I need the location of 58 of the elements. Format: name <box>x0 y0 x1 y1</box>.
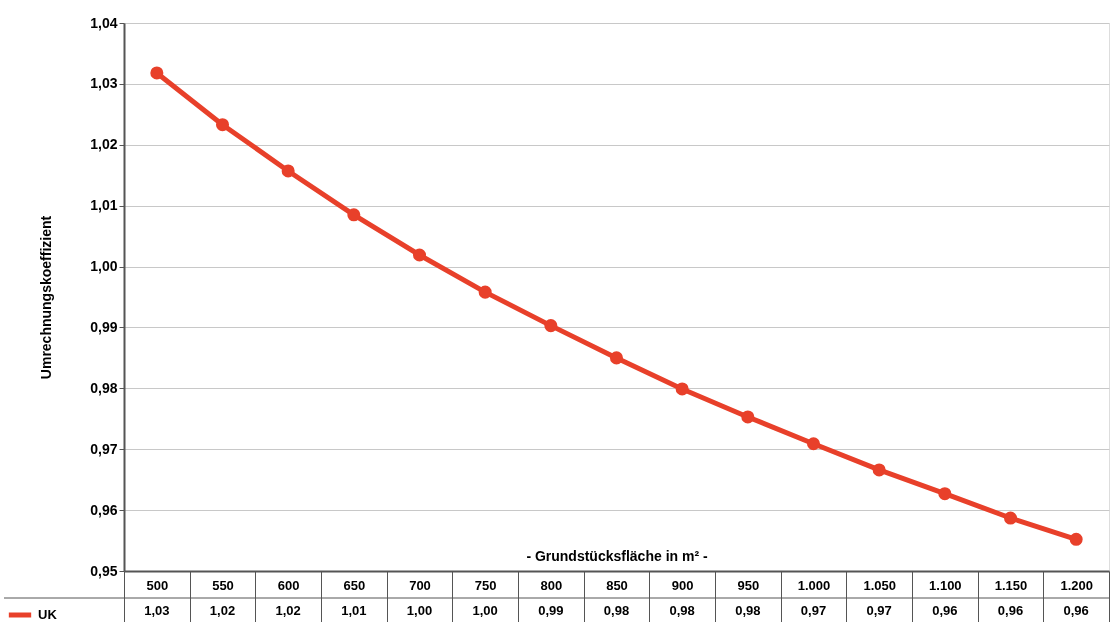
data-label: 0,98 <box>603 603 630 618</box>
x-axis-title: - Grundstücksfläche in m² - <box>526 547 708 564</box>
y-tick-label: 1,02 <box>90 136 118 153</box>
point <box>872 463 886 477</box>
point <box>215 118 230 132</box>
y-tick-label: 0,95 <box>90 562 118 579</box>
x-tick-label: 1.050 <box>863 577 896 593</box>
point <box>806 437 821 451</box>
data-label: 1,03 <box>144 603 170 618</box>
point <box>1003 511 1018 525</box>
y-tick-label: 0,98 <box>90 379 118 396</box>
x-tick-label: 900 <box>671 577 694 593</box>
y-tick-label: 0,97 <box>90 440 118 457</box>
point <box>150 66 164 80</box>
y-axis-title: Umrechnungskoeffizient <box>38 215 55 380</box>
data-label: 0,97 <box>800 603 827 618</box>
data-label: 1,02 <box>209 603 236 618</box>
x-tick-label: 850 <box>606 577 628 593</box>
data-label: 0,96 <box>1063 603 1089 618</box>
point <box>478 285 492 299</box>
y-tick-label: 1,00 <box>90 258 118 275</box>
y-tick-label: 0,99 <box>90 318 118 335</box>
data-label: 0,98 <box>669 603 695 618</box>
y-tick-label: 1,03 <box>90 75 118 92</box>
data-label: 1,02 <box>275 603 301 618</box>
y-tick-label: 1,01 <box>90 197 118 214</box>
x-tick-label: 700 <box>409 577 431 593</box>
x-tick-label: 650 <box>343 577 366 593</box>
point <box>675 382 689 396</box>
point <box>1069 532 1083 546</box>
data-label: 0,99 <box>538 603 564 618</box>
data-label: 1,00 <box>472 603 498 618</box>
x-tick-label: 750 <box>474 577 497 593</box>
data-label: 0,97 <box>866 603 892 618</box>
point <box>281 164 295 178</box>
data-label: 0,96 <box>932 603 958 618</box>
x-tick-label: 950 <box>737 577 760 593</box>
x-tick-label: 600 <box>277 577 300 593</box>
data-label: 1,00 <box>406 603 433 618</box>
point <box>544 319 558 333</box>
point <box>412 248 427 262</box>
y-tick-label: 1,04 <box>90 14 118 31</box>
point <box>347 208 361 222</box>
x-tick-label: 1.150 <box>994 577 1028 593</box>
x-tick-label: 1.000 <box>797 577 831 593</box>
point <box>609 351 624 365</box>
x-tick-label: 500 <box>146 577 169 593</box>
data-label: 0,98 <box>735 603 761 618</box>
legend-label: UK <box>38 607 58 622</box>
x-tick-label: 1.200 <box>1060 577 1093 593</box>
point <box>741 410 755 424</box>
point <box>938 487 952 501</box>
x-tick-label: 550 <box>212 577 234 593</box>
y-tick-label: 0,96 <box>90 501 118 518</box>
data-label: 1,01 <box>341 603 367 618</box>
x-tick-label: 1.100 <box>929 577 962 593</box>
x-tick-label: 800 <box>540 577 563 593</box>
data-label: 0,96 <box>997 603 1024 618</box>
